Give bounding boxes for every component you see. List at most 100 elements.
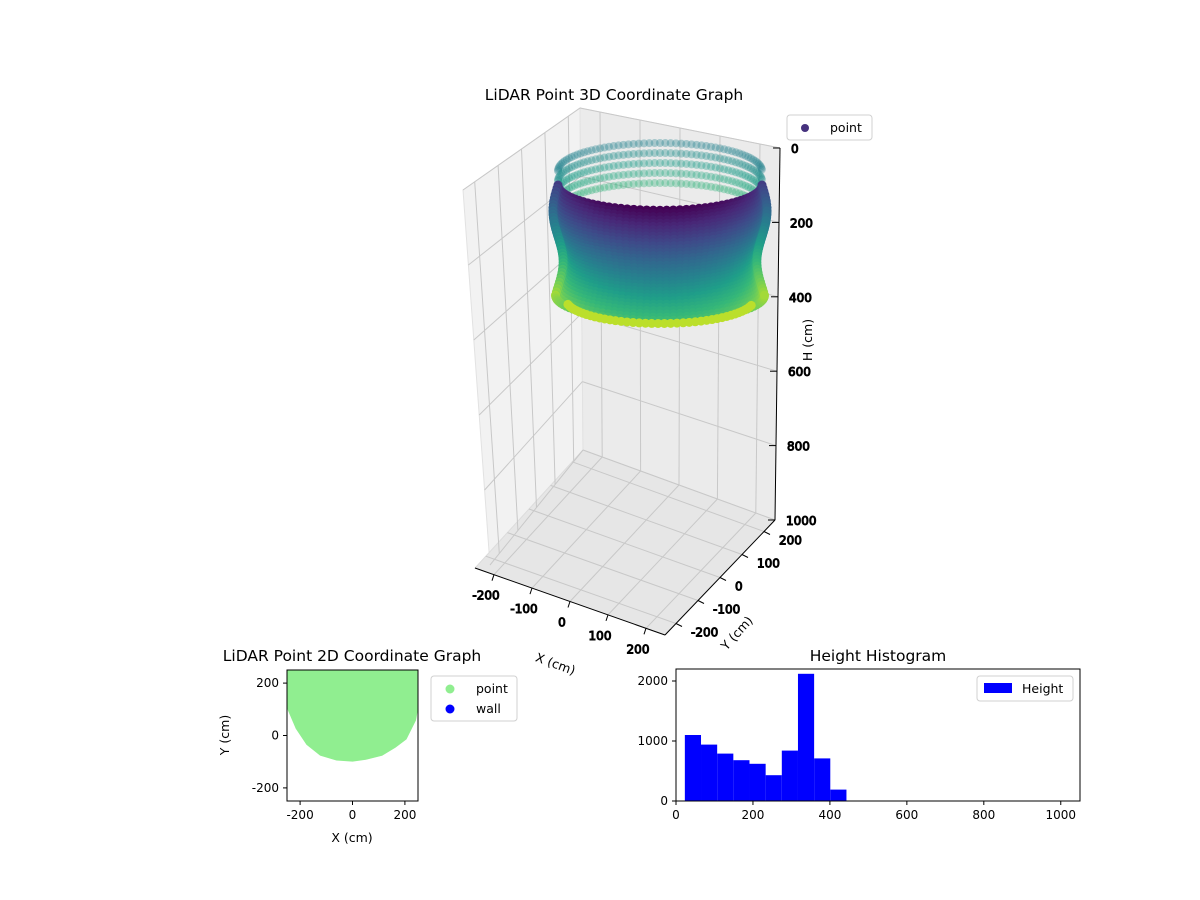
point-back — [720, 185, 729, 194]
y-tick-label-2d: 0 — [271, 729, 279, 743]
histogram-bar — [814, 758, 831, 801]
point-back — [754, 169, 763, 178]
point-back — [567, 163, 576, 171]
point-back — [697, 141, 706, 150]
z-tick-label-3d: 600 — [788, 365, 811, 379]
point-back — [746, 184, 755, 193]
point-back — [711, 173, 720, 182]
point-back — [634, 139, 643, 148]
point-back — [677, 179, 686, 188]
histogram-bar — [781, 750, 798, 801]
point-back — [645, 169, 654, 178]
point-back — [596, 184, 605, 193]
point-back — [580, 148, 589, 157]
point-back — [640, 149, 649, 158]
histogram-bar — [684, 735, 702, 801]
point-back — [565, 184, 574, 193]
point-back — [731, 158, 740, 167]
point-back — [624, 150, 633, 159]
point-back — [605, 152, 613, 161]
point-back — [731, 168, 740, 177]
y-tick-label-3d: 0 — [735, 580, 743, 594]
point-back — [697, 171, 706, 180]
point-back — [576, 159, 585, 168]
point-back — [629, 169, 638, 178]
point-back — [609, 182, 618, 191]
point-back — [731, 188, 740, 197]
point-back — [724, 156, 733, 165]
point-back — [687, 180, 696, 189]
histogram-bar — [701, 744, 718, 801]
point-back — [677, 159, 686, 168]
y-tick-3d — [719, 577, 727, 581]
point-back — [629, 149, 638, 158]
point-back — [671, 139, 680, 148]
y-tick-label-hist: 2000 — [637, 674, 668, 688]
point-back — [661, 149, 670, 158]
point-back — [661, 139, 670, 148]
plot-frame-hist — [675, 668, 1081, 802]
point-back — [728, 177, 737, 186]
y-tick-label-hist: 1000 — [637, 734, 668, 748]
point-back — [650, 169, 659, 178]
point-back — [583, 147, 592, 156]
point-back — [640, 139, 649, 148]
histogram-bar — [765, 775, 782, 801]
point-back — [605, 162, 613, 171]
point-back — [624, 140, 633, 149]
point-back — [583, 167, 592, 176]
axes: -200 -100 0 100 200 -200 -100 0 100 200 0 200 400 600… — [472, 142, 817, 657]
x-tick-label-hist: 0 — [672, 808, 680, 822]
y-tick-label-3d: 100 — [757, 557, 780, 571]
chart-title-3d: LiDAR Point 3D Coordinate Graph — [485, 86, 743, 104]
point-back — [614, 181, 623, 190]
point-back — [682, 169, 691, 178]
point-back — [656, 159, 664, 167]
point-bottom — [640, 318, 650, 328]
point-back — [682, 179, 691, 188]
point-bottom — [647, 318, 657, 328]
point-back — [565, 164, 574, 173]
point-back — [591, 165, 600, 174]
point-back — [555, 172, 564, 181]
point-back — [609, 152, 618, 161]
x-tick-3d — [643, 628, 647, 635]
point-back — [702, 172, 711, 181]
x-axis-label-2d: X (cm) — [331, 830, 372, 845]
point-back — [645, 159, 654, 168]
point-back — [591, 175, 600, 184]
point-back — [645, 139, 654, 148]
point-back — [619, 180, 628, 189]
point-back — [697, 181, 706, 190]
point-back — [749, 155, 758, 164]
point-back — [735, 179, 744, 188]
point-back — [754, 159, 763, 168]
point-back — [715, 174, 724, 183]
x-tick-3d — [605, 614, 609, 622]
z-tick-label-3d: 200 — [790, 216, 813, 230]
x-tick-label-2d: 0 — [349, 808, 357, 822]
point-back — [557, 169, 566, 178]
point-back — [682, 139, 691, 148]
point-bottom — [653, 318, 663, 328]
point-back — [555, 162, 564, 171]
x-tick-label-3d: 100 — [589, 629, 612, 643]
point-back — [645, 179, 654, 188]
point-back — [609, 162, 618, 171]
point-back — [728, 147, 737, 156]
legend-2d: point wall — [430, 675, 518, 722]
point-back — [560, 156, 569, 165]
point-back — [650, 159, 659, 168]
point-back — [682, 149, 691, 158]
point-back — [697, 151, 706, 160]
point-back — [554, 167, 562, 175]
point-back — [711, 143, 720, 152]
point-back — [624, 160, 633, 169]
point-back — [728, 157, 737, 166]
point-back — [720, 155, 729, 164]
point-back — [724, 186, 733, 195]
point-back — [562, 155, 571, 164]
point-back — [687, 170, 696, 179]
legend-label-wall: wall — [476, 701, 501, 716]
lidar-3d-chart: -200 -100 0 100 200 -200 -100 0 100 200 0 200 400 600… — [462, 86, 873, 678]
